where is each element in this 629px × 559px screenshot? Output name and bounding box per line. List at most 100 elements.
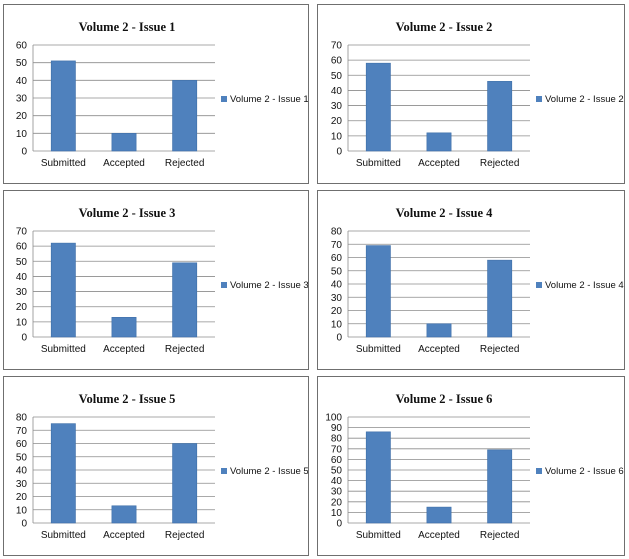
x-tick-label: Submitted [356,530,401,541]
legend-swatch [536,96,542,102]
chart-panel-1: Volume 2 - Issue 1 0 10 20 30 40 50 60 Submitted… [3,4,309,184]
legend-swatch [536,468,542,474]
y-tick-label: 0 [21,333,27,344]
bar-accepted [426,132,452,152]
y-tick-label: 20 [331,306,343,317]
chart-svg: Volume 2 - Issue 3 0 10 20 30 40 50 60 70 Submitt… [16,206,308,355]
y-tick-label: 60 [16,439,28,450]
bar-rejected [487,449,513,524]
x-tick-label: Rejected [165,344,204,355]
chart-title: Volume 2 - Issue 2 [396,20,493,34]
y-tick-label: 20 [16,111,28,122]
y-tick-label: 40 [16,76,28,87]
y-tick-label: 70 [331,240,343,251]
x-tick-label: Rejected [480,158,519,169]
bar-submitted [50,242,76,338]
legend-label: Volume 2 - Issue 6 [545,466,624,477]
chart-panel-2: Volume 2 - Issue 2 0 10 20 30 40 50 60 70 Submitt… [317,4,625,184]
y-tick-label: 70 [331,41,343,52]
y-tick-label: 100 [325,413,342,424]
chart-svg: Volume 2 - Issue 5 0 10 20 30 40 50 60 70 80 Submi… [16,392,308,541]
x-tick-label: Accepted [418,344,460,355]
x-tick-label: Accepted [103,530,145,541]
bar-accepted [111,317,137,338]
y-tick-label: 10 [331,131,343,142]
legend-label: Volume 2 - Issue 4 [545,280,624,291]
x-tick-label: Rejected [480,530,519,541]
legend-label: Volume 2 - Issue 3 [230,280,308,291]
y-tick-label: 40 [331,280,343,291]
y-tick-label: 70 [16,227,28,238]
y-tick-label: 10 [16,129,28,140]
x-tick-label: Accepted [418,158,460,169]
y-tick-label: 90 [331,423,343,434]
bar-accepted [111,133,137,152]
legend-label: Volume 2 - Issue 1 [230,94,308,105]
y-tick-label: 30 [16,287,28,298]
y-tick-label: 0 [21,147,27,158]
y-tick-label: 10 [16,317,28,328]
chart-title: Volume 2 - Issue 6 [396,392,493,406]
chart-panel-5: Volume 2 - Issue 5 0 10 20 30 40 50 60 70 80 Submi… [3,376,309,556]
y-tick-label: 20 [331,497,343,508]
y-tick-label: 10 [331,319,343,330]
y-tick-label: 80 [16,413,28,424]
bar-submitted [365,431,391,524]
y-tick-label: 60 [331,253,343,264]
legend-swatch [221,282,227,288]
y-tick-label: 40 [331,86,343,97]
x-tick-label: Accepted [103,158,145,169]
y-tick-label: 0 [336,519,342,530]
y-tick-label: 60 [16,242,28,253]
x-tick-label: Accepted [418,530,460,541]
y-tick-label: 40 [16,272,28,283]
legend-label: Volume 2 - Issue 5 [230,466,308,477]
chart-svg: Volume 2 - Issue 1 0 10 20 30 40 50 60 Submitted… [16,20,308,169]
y-tick-label: 80 [331,227,343,238]
y-tick-label: 0 [21,519,27,530]
chart-title: Volume 2 - Issue 4 [396,206,494,220]
bar-submitted [50,60,76,152]
chart-svg: Volume 2 - Issue 6 0102030405060708090100… [325,392,624,541]
x-tick-label: Accepted [103,344,145,355]
legend-label: Volume 2 - Issue 2 [545,94,624,105]
x-tick-label: Submitted [41,158,86,169]
y-tick-label: 20 [16,302,28,313]
x-tick-label: Rejected [165,530,204,541]
y-tick-label: 60 [331,56,343,67]
y-tick-label: 70 [16,426,28,437]
y-tick-label: 20 [16,492,28,503]
y-tick-label: 40 [331,476,343,487]
bar-submitted [365,245,391,338]
y-tick-label: 50 [16,58,28,69]
chart-panel-4: Volume 2 - Issue 4 0 10 20 30 40 50 60 70 80 Submi… [317,190,625,370]
y-tick-label: 30 [331,293,343,304]
y-tick-label: 0 [336,147,342,158]
y-tick-label: 50 [16,452,28,463]
y-tick-label: 60 [16,41,28,52]
x-tick-label: Submitted [356,344,401,355]
y-tick-label: 70 [331,444,343,455]
legend-swatch [536,282,542,288]
bar-rejected [487,81,513,152]
y-tick-label: 20 [331,116,343,127]
y-tick-label: 0 [336,333,342,344]
x-tick-label: Submitted [41,344,86,355]
y-tick-label: 50 [331,71,343,82]
bar-accepted [111,505,137,524]
chart-title: Volume 2 - Issue 3 [79,206,176,220]
y-tick-label: 50 [16,257,28,268]
bar-rejected [172,443,198,524]
x-tick-label: Submitted [356,158,401,169]
chart-title: Volume 2 - Issue 5 [79,392,176,406]
bar-rejected [172,262,198,338]
y-tick-label: 10 [331,508,343,519]
chart-svg: Volume 2 - Issue 2 0 10 20 30 40 50 60 70 Submitt… [331,20,624,169]
y-tick-label: 80 [331,434,343,445]
chart-svg: Volume 2 - Issue 4 0 10 20 30 40 50 60 70 80 Submi… [331,206,624,355]
y-tick-label: 50 [331,266,343,277]
bar-submitted [50,423,76,524]
bar-accepted [426,323,452,338]
bar-submitted [365,62,391,152]
